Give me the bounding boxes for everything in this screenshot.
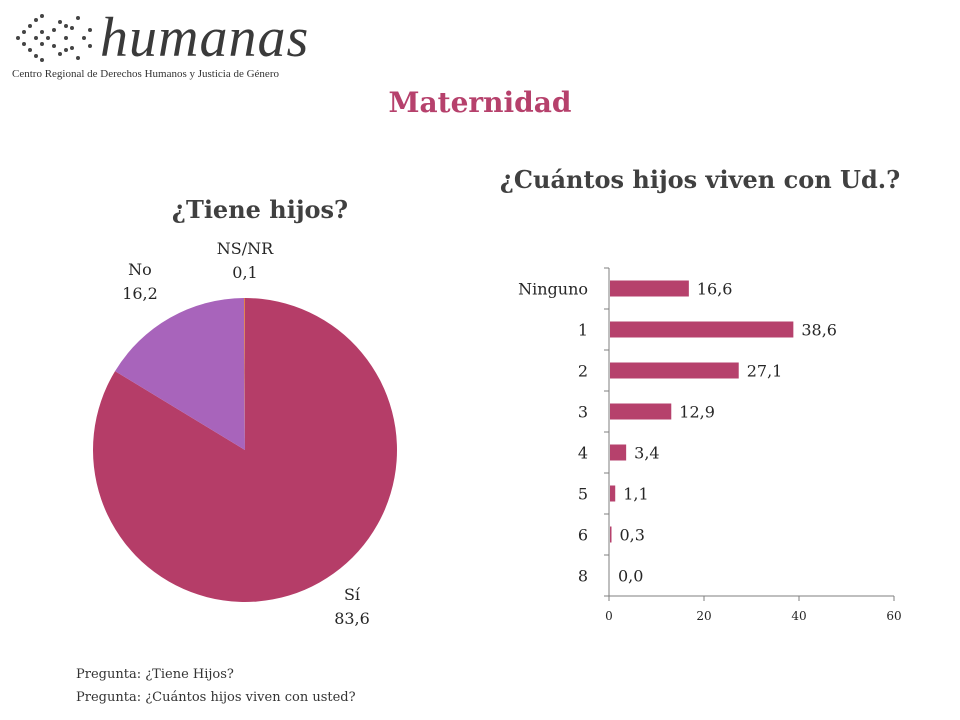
pie-slice-ns-nr: [244, 298, 245, 450]
category-label: 3: [578, 403, 588, 422]
logo-wordmark: humanas: [100, 7, 310, 69]
bar-value-label: 27,1: [747, 362, 783, 381]
bar: [610, 362, 739, 379]
category-label: 2: [578, 362, 588, 381]
pie-chart-title: ¿Tiene hijos?: [171, 195, 349, 224]
bar-value-label: 1,1: [623, 485, 648, 504]
category-label: Ninguno: [518, 280, 588, 299]
humanas-logo: humanas Centro Regional de Derechos Huma…: [0, 0, 308, 98]
bar: [610, 485, 616, 502]
category-label: 4: [578, 444, 588, 463]
slide-title: Maternidad: [388, 86, 572, 119]
pie-category-label: NS/NR: [217, 239, 274, 258]
x-tick-label: 40: [791, 609, 806, 623]
question-note-2: Pregunta: ¿Cuántos hijos viven con usted…: [76, 690, 356, 705]
bar-value-label: 0,3: [620, 526, 645, 545]
logo-mark-icon: [16, 14, 92, 62]
bar-chart-title: ¿Cuántos hijos viven con Ud.?: [499, 165, 901, 194]
pie-category-label: No: [128, 260, 152, 279]
logo-subtitle: Centro Regional de Derechos Humanos y Ju…: [12, 68, 279, 80]
bar: [610, 321, 794, 338]
bar-value-label: 16,6: [697, 280, 733, 299]
bar: [610, 403, 672, 420]
x-tick-label: 20: [696, 609, 711, 623]
pie-value-label: 16,2: [122, 284, 158, 303]
bar-value-label: 12,9: [679, 403, 715, 422]
category-label: 6: [578, 526, 588, 545]
category-label: 5: [578, 485, 588, 504]
question-note-1: Pregunta: ¿Tiene Hijos?: [76, 667, 234, 682]
bar: [610, 526, 612, 543]
pie-slice-no: [115, 298, 245, 450]
x-tick-label: 60: [886, 609, 901, 623]
x-tick-label: 0: [605, 609, 613, 623]
bar-value-label: 38,6: [801, 321, 837, 340]
bar-value-label: 3,4: [634, 444, 659, 463]
bar: [610, 444, 627, 461]
bar-chart: Ninguno 16,6 1 38,6 2 27,1 3 12,9 4 3,4 5 1,1 6 0,3 8 0…: [518, 267, 902, 623]
bar-value-label: 0,0: [618, 567, 643, 586]
pie-value-label: 0,1: [232, 263, 257, 282]
pie-value-label: 83,6: [334, 609, 370, 628]
pie-chart: Sí 83,6 No 16,2 NS/NR 0,1: [93, 239, 397, 628]
category-label: 1: [578, 321, 588, 340]
category-label: 8: [578, 567, 588, 586]
pie-category-label: Sí: [344, 585, 361, 604]
bar: [610, 280, 689, 297]
